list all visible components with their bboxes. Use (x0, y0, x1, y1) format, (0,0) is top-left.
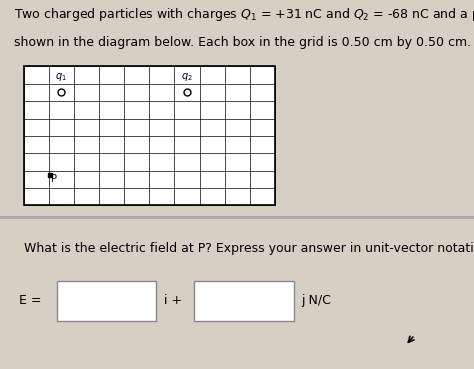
Text: $q_2$: $q_2$ (181, 71, 193, 83)
Text: i +: i + (164, 294, 182, 307)
Text: shown in the diagram below. Each box in the grid is 0.50 cm by 0.50 cm.: shown in the diagram below. Each box in … (14, 37, 471, 49)
Bar (194, 281, 294, 321)
Bar (0, 216, 474, 219)
Text: P: P (51, 175, 57, 184)
Text: Two charged particles with charges $Q_1$ = +31 nC and $Q_2$ = -68 nC and a point: Two charged particles with charges $Q_1$… (14, 6, 474, 23)
Bar (24, 66, 275, 206)
Text: $q_1$: $q_1$ (55, 71, 67, 83)
Text: j N/C: j N/C (301, 294, 331, 307)
Bar (57, 281, 156, 321)
Text: What is the electric field at P? Express your answer in unit-vector notation.: What is the electric field at P? Express… (24, 242, 474, 255)
Text: E =: E = (19, 294, 41, 307)
